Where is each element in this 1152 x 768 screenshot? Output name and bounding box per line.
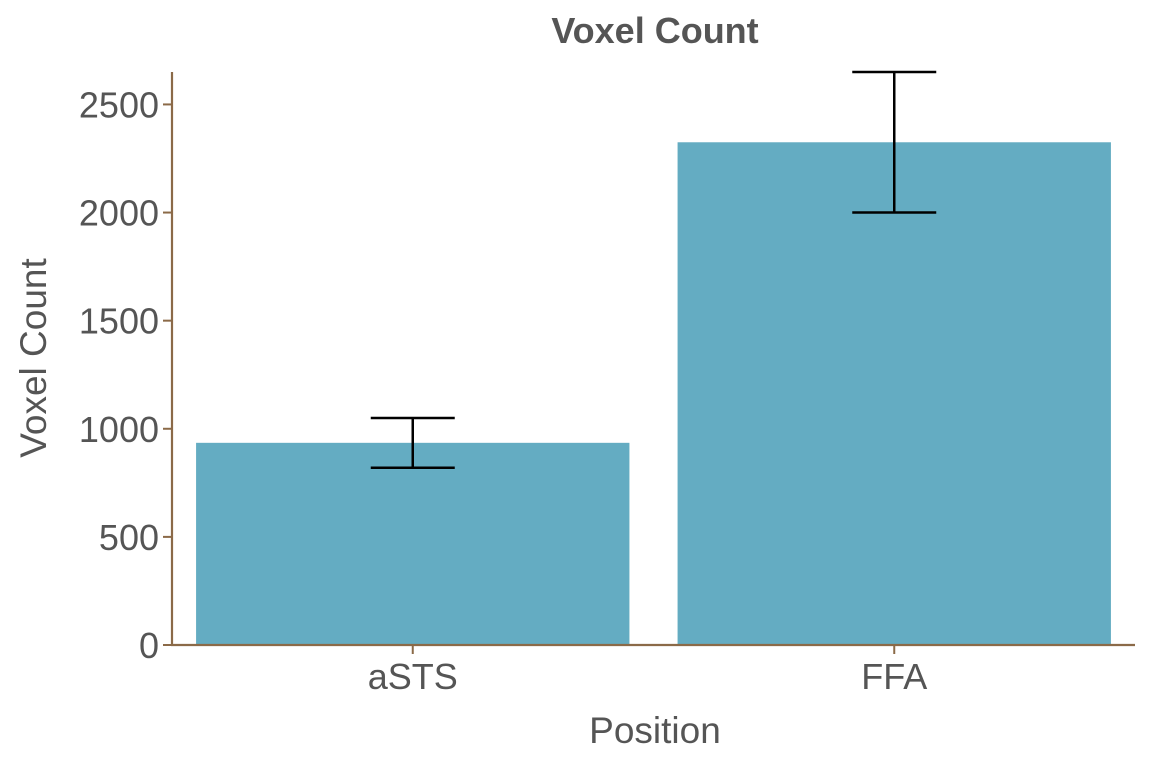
bar-ffa — [677, 142, 1111, 645]
y-tick-label: 1500 — [79, 301, 159, 342]
bars-group — [196, 142, 1111, 645]
x-axis-label: Position — [589, 710, 721, 751]
bar-asts — [196, 442, 630, 645]
error-bars-group — [370, 70, 937, 469]
chart-title: Voxel Count — [551, 10, 758, 51]
y-tick-label: 500 — [99, 517, 159, 558]
y-tick-label: 0 — [139, 625, 159, 666]
y-tick-label: 1000 — [79, 409, 159, 450]
y-tick-label: 2500 — [79, 84, 159, 125]
y-axis-label: Voxel Count — [13, 258, 54, 458]
y-axis-ticks: 0 500 1000 1500 2000 2500 — [79, 84, 172, 666]
y-tick-label: 2000 — [79, 193, 159, 234]
x-tick-label: aSTS — [368, 656, 458, 697]
x-tick-label: FFA — [861, 656, 927, 697]
x-axis-ticks: aSTS FFA — [368, 645, 927, 697]
